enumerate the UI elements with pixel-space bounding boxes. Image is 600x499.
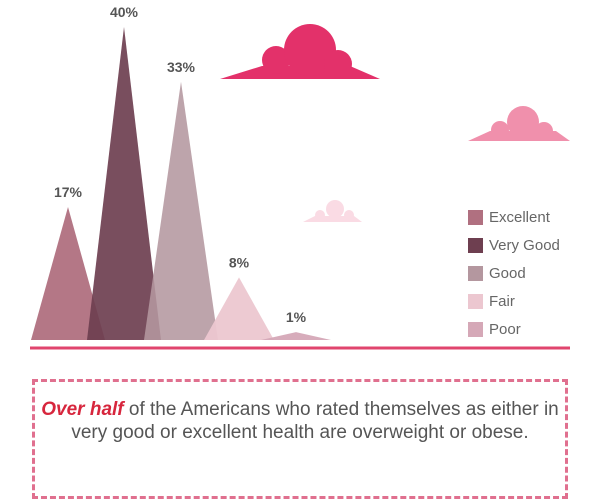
legend-label: Good	[489, 264, 526, 282]
chart: 17% 40% 33% 8% 1%	[30, 4, 570, 350]
peak-poor	[261, 332, 331, 340]
callout-text: Over half of the Americans who rated the…	[36, 398, 564, 444]
legend-label: Poor	[489, 320, 521, 338]
data-label-poor: 1%	[286, 309, 307, 325]
legend-swatch	[468, 237, 483, 253]
legend-item-fair: Fair	[468, 287, 560, 315]
data-label-very-good: 40%	[110, 4, 139, 20]
peak-fair	[204, 277, 274, 340]
cloud-small	[303, 200, 362, 222]
cloud-large	[220, 24, 380, 79]
legend-swatch	[468, 265, 483, 281]
legend-label: Excellent	[489, 208, 550, 226]
cloud-decorations	[220, 24, 570, 222]
data-label-fair: 8%	[229, 254, 250, 270]
cloud-medium	[468, 106, 570, 141]
legend-label: Fair	[489, 292, 515, 310]
legend-swatch	[468, 209, 483, 225]
peak-very-good	[87, 27, 161, 340]
legend-item-poor: Poor	[468, 315, 560, 343]
chart-data-labels: 17% 40% 33% 8% 1%	[54, 4, 307, 325]
legend-swatch	[468, 321, 483, 337]
callout-body: of the Americans who rated themselves as…	[71, 399, 559, 443]
peak-good	[144, 81, 218, 341]
legend-swatch	[468, 293, 483, 309]
legend: Excellent Very Good Good Fair Poor	[468, 203, 560, 343]
legend-item-good: Good	[468, 259, 560, 287]
data-label-excellent: 17%	[54, 184, 83, 200]
data-label-good: 33%	[167, 59, 196, 75]
legend-item-excellent: Excellent	[468, 203, 560, 231]
peak-excellent	[31, 206, 105, 340]
callout-highlight: Over half	[41, 399, 124, 420]
legend-item-very-good: Very Good	[468, 231, 560, 259]
chart-marks	[31, 27, 331, 341]
legend-label: Very Good	[489, 236, 560, 254]
